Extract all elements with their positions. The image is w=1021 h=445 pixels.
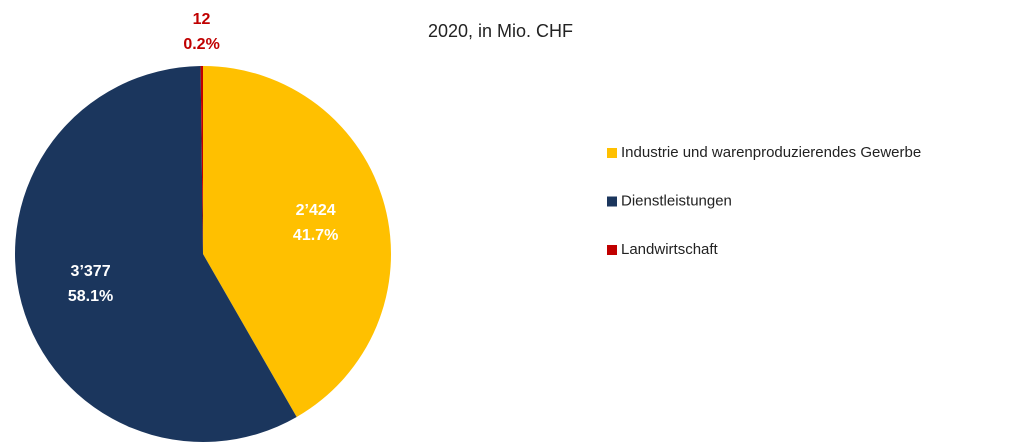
value-label: 3’377 — [71, 263, 111, 280]
pie-slice — [15, 66, 297, 443]
value-label: 2’424 — [296, 202, 336, 219]
legend-label: Industrie und warenproduzierendes Gewerb… — [621, 144, 921, 161]
legend-label: Landwirtschaft — [621, 241, 719, 258]
legend-swatch — [607, 245, 617, 255]
share-label: 0.2% — [183, 36, 219, 53]
pie-slice — [203, 66, 391, 418]
legend-label: Dienstleistungen — [621, 192, 732, 209]
share-label: 58.1% — [68, 288, 113, 305]
legend-swatch — [607, 148, 617, 158]
value-label: 12 — [193, 11, 211, 28]
pie-slice — [200, 66, 203, 254]
share-label: 41.7% — [293, 227, 338, 244]
chart-title: 2020, in Mio. CHF — [428, 21, 573, 41]
legend-swatch — [607, 196, 617, 207]
